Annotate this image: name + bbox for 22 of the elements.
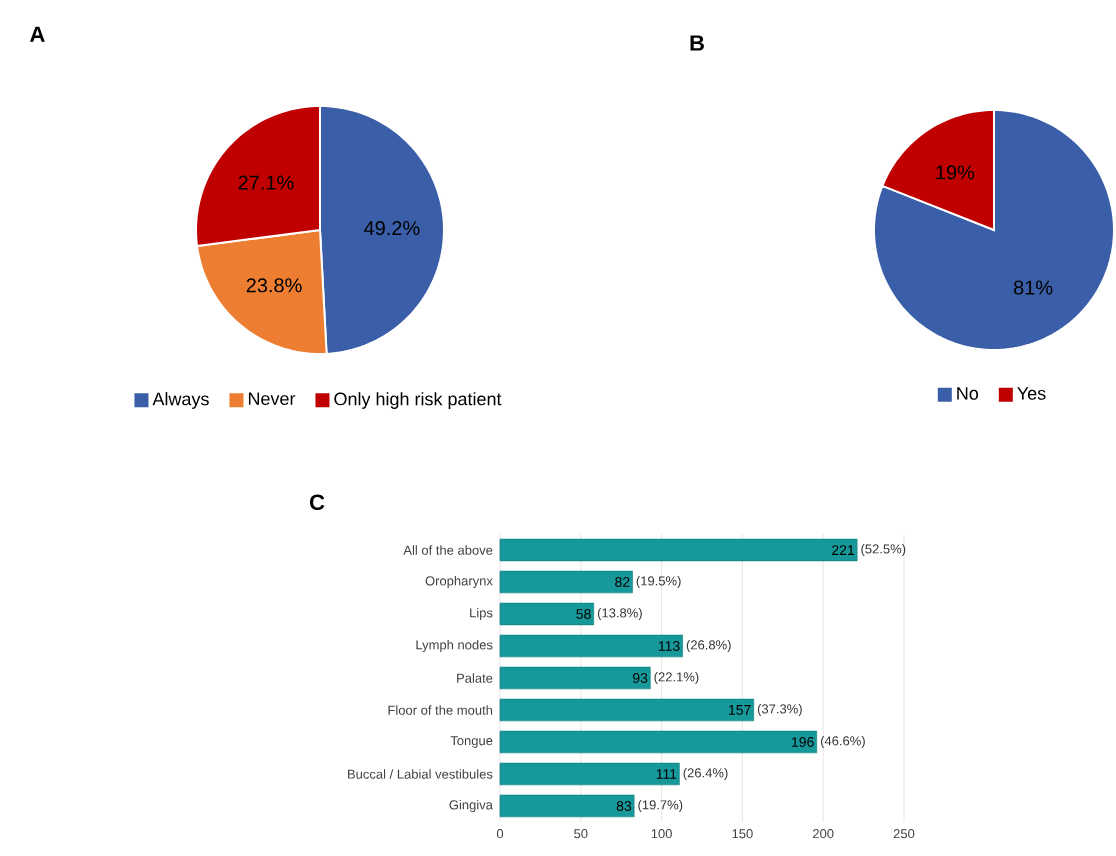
data-label: 27.1% — [238, 175, 294, 190]
bar — [499, 570, 633, 594]
text: B — [690, 35, 704, 51]
bar — [499, 602, 595, 626]
text: C — [310, 494, 325, 511]
legend-label: Yes — [1017, 387, 1046, 400]
chart-title: A — [30, 26, 45, 42]
bar — [499, 762, 680, 786]
bar — [499, 730, 818, 754]
legend-label: Never — [248, 392, 296, 406]
legend-label: Only high risk patient — [334, 392, 502, 409]
bar — [499, 794, 635, 818]
data-label: 23.8% — [246, 278, 302, 293]
bar — [499, 698, 755, 722]
bar — [499, 634, 683, 658]
data-label: 81% — [1013, 280, 1053, 295]
data-label: 19% — [936, 165, 975, 180]
data-label: 49.2% — [364, 220, 420, 236]
bar — [499, 666, 651, 690]
bar — [499, 538, 858, 562]
legend-label: No — [957, 387, 979, 400]
legend-label: Always — [152, 392, 209, 409]
